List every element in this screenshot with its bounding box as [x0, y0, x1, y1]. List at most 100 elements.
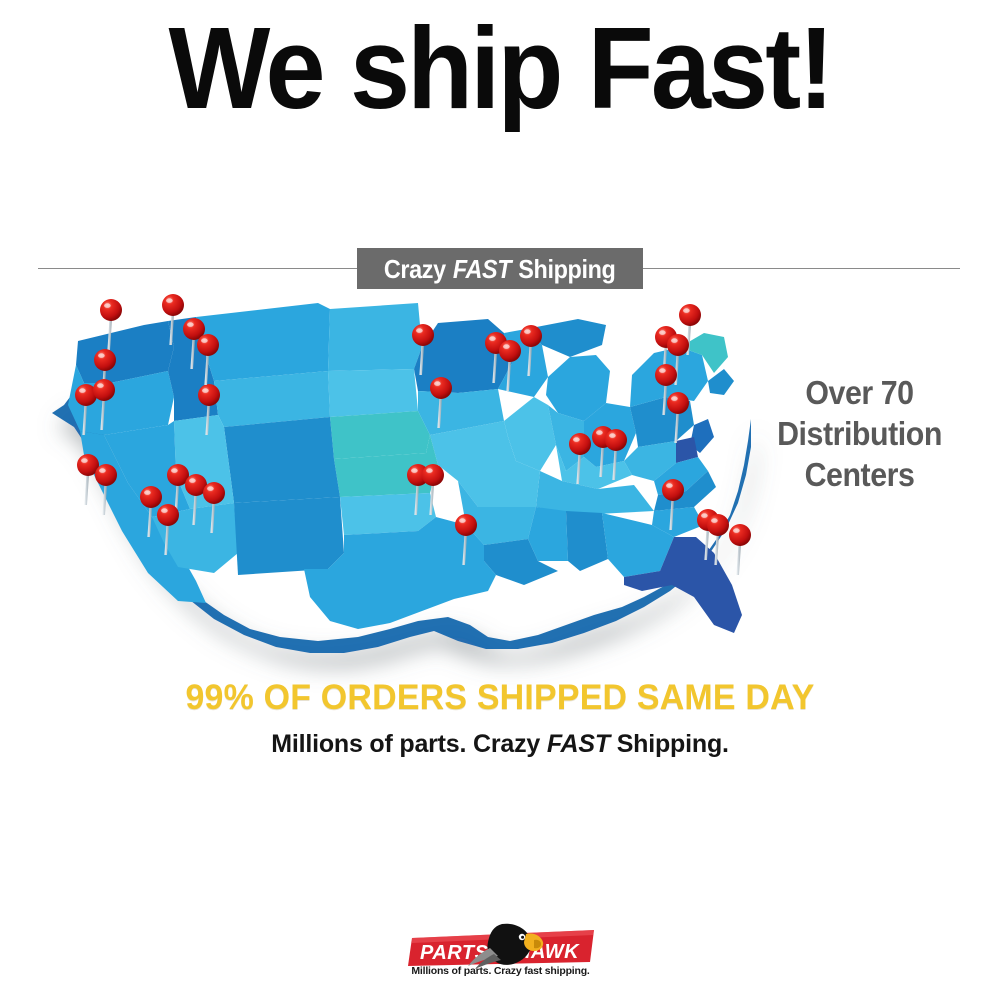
pin-gloss	[416, 328, 423, 333]
pin-gloss	[171, 468, 178, 473]
pin-head	[95, 464, 117, 486]
pin-gloss	[187, 322, 194, 327]
map-pin-philadelphia	[655, 364, 677, 415]
pin-head	[93, 379, 115, 401]
pin-stem	[527, 342, 533, 376]
pin-stem	[437, 394, 443, 428]
pin-gloss	[207, 486, 214, 491]
subclaim-text-before: Millions of parts. Crazy	[271, 730, 541, 758]
subclaim-text-emphasis: FAST	[546, 730, 610, 758]
pin-head	[430, 377, 452, 399]
pin-gloss	[609, 433, 616, 438]
pin-head	[412, 324, 434, 346]
map-pin-florida-a	[707, 514, 729, 565]
pin-head	[655, 364, 677, 386]
map-pin-vegas	[140, 486, 162, 537]
pin-gloss	[201, 338, 208, 343]
pin-gloss	[659, 368, 666, 373]
map-pin-spokane	[162, 294, 184, 345]
pin-head	[162, 294, 184, 316]
pin-stem	[84, 471, 90, 505]
pin-gloss	[166, 298, 173, 303]
pin-gloss	[434, 381, 441, 386]
map-pin-milwaukee	[520, 325, 542, 376]
pin-stem	[662, 381, 668, 415]
map-pin-dallas	[455, 514, 477, 565]
pin-stem	[169, 311, 175, 345]
pin-gloss	[573, 437, 580, 442]
map-pin-socal-c	[203, 482, 225, 533]
same-day-claim: 99% OF ORDERS SHIPPED SAME DAY	[185, 678, 815, 717]
pin-head	[100, 299, 122, 321]
banner-text-before: Crazy	[384, 253, 447, 284]
distribution-centers-callout: Over 70 Distribution Centers	[761, 372, 959, 495]
pin-head	[662, 479, 684, 501]
map-pin-chicago-a	[569, 433, 591, 484]
map-pin-portland-b	[93, 379, 115, 430]
pin-gloss	[99, 468, 106, 473]
pin-stem	[204, 351, 210, 385]
pin-gloss	[79, 388, 86, 393]
pin-gloss	[459, 518, 466, 523]
pin-stem	[100, 396, 106, 430]
pin-gloss	[411, 468, 418, 473]
pin-stem	[414, 481, 420, 515]
pin-head	[605, 429, 627, 451]
map-pin-denver	[197, 334, 219, 385]
map-pin-carolina	[662, 479, 684, 530]
pin-gloss	[596, 430, 603, 435]
pin-stem	[210, 499, 216, 533]
pin-stem	[599, 443, 605, 477]
pin-gloss	[671, 396, 678, 401]
map-pin-phoenix	[157, 504, 179, 555]
pin-gloss	[189, 478, 196, 483]
pin-stem	[419, 341, 425, 375]
map-pin-boise-b	[198, 384, 220, 435]
map-pin-portland-a	[75, 384, 97, 435]
pin-stem	[462, 531, 468, 565]
pin-gloss	[503, 344, 510, 349]
pin-gloss	[666, 483, 673, 488]
pin-gloss	[659, 330, 666, 335]
subclaim-text-after: Shipping.	[616, 730, 729, 758]
map-svg	[52, 294, 751, 653]
pin-stem	[429, 481, 435, 515]
pin-stem	[612, 446, 618, 480]
pin-head	[94, 349, 116, 371]
pin-gloss	[733, 528, 740, 533]
logo-svg: PARTS HAWK	[408, 923, 594, 969]
pin-gloss	[104, 303, 111, 308]
pin-stem	[492, 349, 498, 383]
sub-claim: Millions of parts. Crazy FAST Shipping.	[0, 728, 1000, 760]
pin-gloss	[81, 458, 88, 463]
pin-stem	[205, 401, 211, 435]
pin-gloss	[489, 336, 496, 341]
pin-gloss	[97, 383, 104, 388]
pin-stem	[190, 335, 196, 369]
pin-head	[679, 304, 701, 326]
pin-head	[667, 392, 689, 414]
pin-head	[422, 464, 444, 486]
map-pin-baltimore	[667, 392, 689, 443]
pin-head	[499, 340, 521, 362]
map-pin-norcal-a	[77, 454, 99, 505]
map-pin-minneapolis-b	[499, 340, 521, 391]
map-pin-norcal-b	[95, 464, 117, 515]
pin-stem	[669, 496, 675, 530]
logo-word-parts: PARTS	[420, 942, 489, 964]
map-pin-socal-b	[185, 474, 207, 525]
map-pin-kansas-b	[422, 464, 444, 515]
pin-stem	[107, 316, 113, 350]
pin-head	[667, 334, 689, 356]
pin-stem	[102, 481, 108, 515]
pin-stem	[174, 481, 180, 515]
pin-gloss	[144, 490, 151, 495]
map-pin-omaha	[430, 377, 452, 428]
logo-tagline: Millions of parts. Crazy fast shipping.	[411, 965, 590, 977]
pin-stem	[714, 531, 720, 565]
pin-gloss	[202, 388, 209, 393]
map-pin-minot	[412, 324, 434, 375]
map-pin-socal-a	[167, 464, 189, 515]
callout-line-2: Distribution	[777, 415, 942, 452]
parts-hawk-logo[interactable]: PARTS HAWK Millions of parts. Crazy fast…	[398, 918, 603, 988]
